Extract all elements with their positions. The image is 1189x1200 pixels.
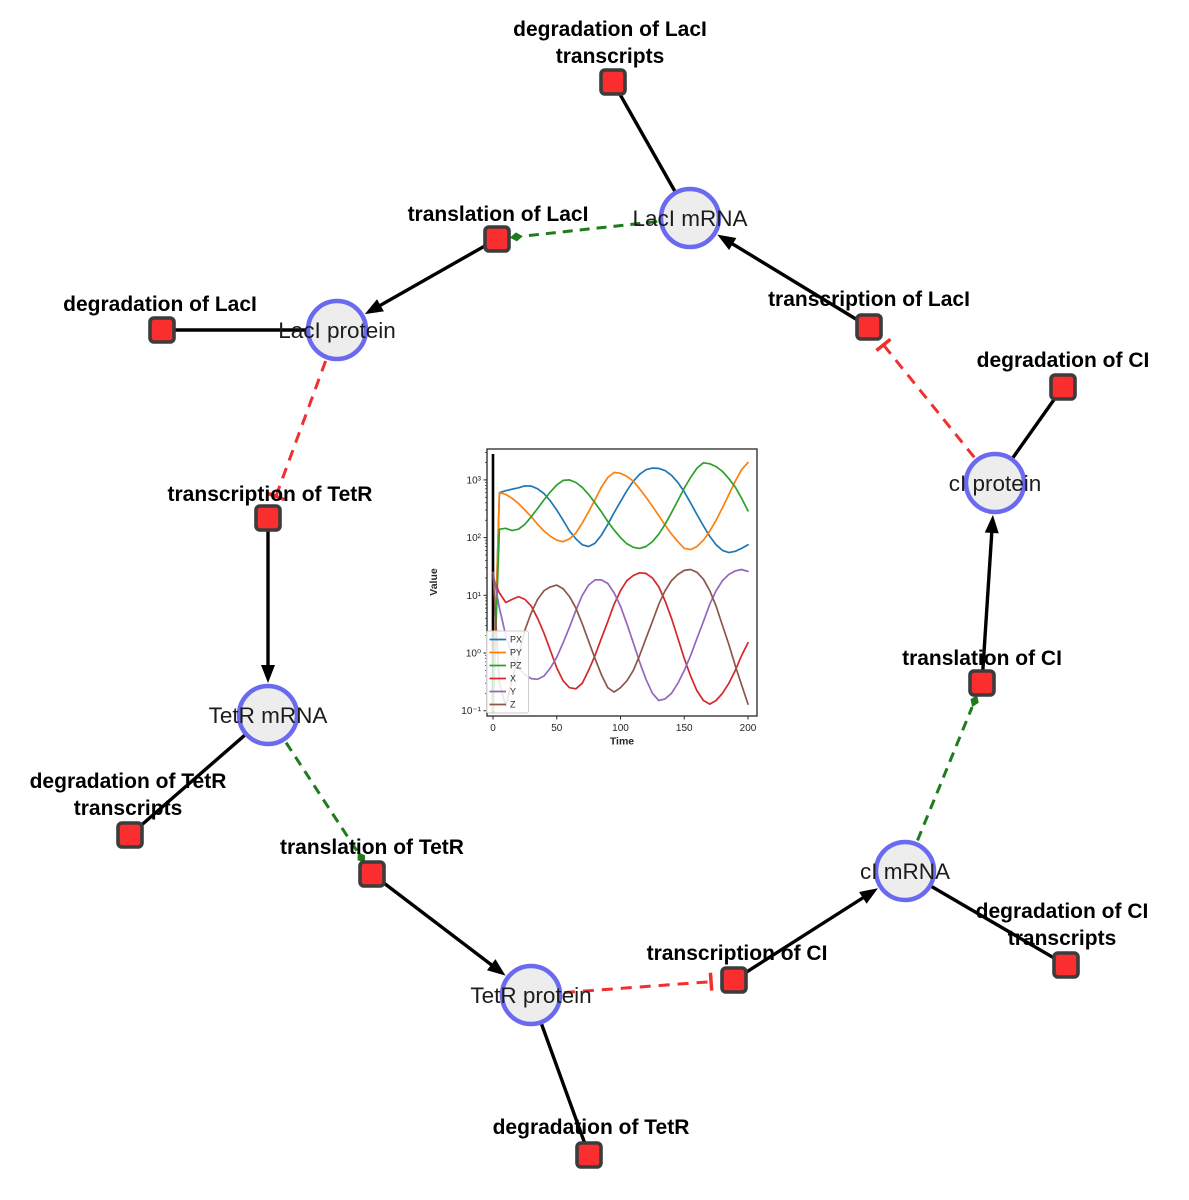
plot-border — [486, 448, 758, 717]
nodes-layer — [116, 68, 1080, 1169]
inset-chart: 10⁻¹ 10⁰ 10¹ 10² 10³ 0 50 100 150 200 Time Value PX P… — [428, 448, 758, 748]
species-node-ci_protein[interactable] — [963, 451, 1027, 515]
legend-label-PX: PX — [510, 635, 522, 645]
species-label-tetr_mrna: TetR mRNA — [209, 703, 328, 728]
legend-label-Y: Y — [510, 687, 516, 697]
x-axis-label: Time — [610, 736, 634, 748]
legend-label-PY: PY — [510, 648, 522, 658]
species-node-tetr_protein[interactable] — [499, 963, 563, 1027]
x-tick-label: 200 — [740, 723, 757, 734]
reaction-label-txn_laci: transcription of LacI — [768, 288, 970, 311]
x-tick-label: 50 — [551, 723, 563, 734]
reaction-label-deg_tetr: degradation of TetR — [493, 1116, 690, 1139]
series-PZ — [492, 461, 749, 712]
edge-e14-catalysis — [916, 706, 974, 842]
species-node-ci_mrna[interactable] — [873, 839, 937, 903]
reaction-label-deg_ci: degradation of CI — [977, 349, 1150, 372]
reaction-node-deg_ci_tx[interactable] — [1052, 951, 1080, 979]
species-label-ci_mrna: cI mRNA — [860, 859, 950, 884]
labels-layer: degradation of LacI transcripts translatio… — [30, 18, 1150, 1139]
y-tick-label: 10⁻¹ — [461, 706, 481, 717]
edge-e16-link — [1010, 395, 1058, 460]
edge-e13-link — [930, 884, 1057, 961]
y-axis-label: Value — [428, 568, 440, 596]
edge-e7-link — [137, 733, 247, 829]
reaction-node-txn_ci[interactable] — [720, 966, 748, 994]
reaction-node-deg_laci[interactable] — [148, 316, 176, 344]
inhibition-bar-e17 — [875, 337, 892, 352]
catalysis-diamond-e2 — [509, 232, 523, 242]
edge-e2-catalysis — [522, 220, 658, 238]
series-X — [492, 571, 749, 705]
reaction-label-transl_ci: translation of CI — [902, 647, 1062, 670]
series-Y — [492, 568, 749, 702]
y-tick-label: 10¹ — [467, 591, 482, 602]
reaction-label-deg_tetr_tx: degradation of TetR — [30, 770, 227, 793]
edge-e18-production — [723, 237, 860, 323]
legend-label-PZ: PZ — [510, 661, 522, 671]
arrowhead-e12 — [859, 888, 879, 904]
species-label-tetr_protein: TetR protein — [470, 983, 591, 1008]
arrowhead-e15 — [984, 514, 999, 534]
arrowhead-e6 — [261, 665, 275, 683]
reaction-node-deg_ci[interactable] — [1049, 373, 1077, 401]
x-tick-label: 100 — [612, 723, 629, 734]
reaction-label-deg_laci: degradation of LacI — [63, 293, 257, 316]
reaction-label-deg_laci_tx: degradation of LacI — [513, 18, 707, 41]
reaction-label-txn_tetr: transcription of TetR — [168, 483, 373, 506]
inhibition-bar-e5 — [266, 491, 285, 502]
reaction-label-deg_tetr_tx: transcripts — [74, 797, 183, 820]
x-tick-label: 150 — [676, 723, 693, 734]
edge-e11-inhibition — [563, 980, 712, 995]
species-node-tetr_mrna[interactable] — [236, 683, 300, 747]
species-label-laci_protein: LacI protein — [278, 318, 396, 343]
legend-label-X: X — [510, 674, 516, 684]
edge-e17-inhibition — [882, 343, 976, 459]
series-Z — [492, 568, 749, 707]
legend-label-Z: Z — [510, 700, 516, 710]
edge-e5-inhibition — [274, 360, 328, 497]
y-tick-label: 10³ — [467, 475, 482, 486]
reaction-label-transl_laci: translation of LacI — [408, 203, 589, 226]
arrowhead-e9 — [486, 959, 506, 976]
species-label-laci_mrna: LacI mRNA — [632, 206, 747, 231]
reaction-node-deg_tetr[interactable] — [575, 1141, 603, 1169]
edge-e15-production — [981, 522, 995, 672]
reaction-node-transl_tetr[interactable] — [358, 860, 386, 888]
species-node-laci_protein[interactable] — [305, 298, 369, 362]
species-node-laci_mrna[interactable] — [658, 186, 722, 250]
edge-e1-link — [617, 91, 677, 193]
arrowhead-e3 — [364, 299, 384, 315]
reaction-node-deg_laci_tx[interactable] — [599, 68, 627, 96]
reaction-label-deg_ci_tx: transcripts — [1008, 927, 1117, 950]
species-label-ci_protein: cI protein — [949, 471, 1042, 496]
reaction-node-transl_ci[interactable] — [968, 669, 996, 697]
edge-e9-production — [380, 879, 501, 973]
reaction-label-transl_tetr: translation of TetR — [280, 836, 464, 859]
y-tick-label: 10² — [467, 533, 482, 544]
reaction-label-deg_laci_tx: transcripts — [556, 45, 665, 68]
series-PY — [492, 461, 749, 712]
reaction-label-deg_ci_tx: degradation of CI — [976, 900, 1149, 923]
y-tick-label: 10⁰ — [466, 649, 481, 660]
reaction-node-transl_laci[interactable] — [483, 225, 511, 253]
edge-e10-link — [539, 1022, 587, 1145]
x-tick-label: 0 — [490, 723, 496, 734]
series-PX — [492, 467, 749, 712]
edges-layer — [137, 91, 1058, 1145]
reaction-node-txn_laci[interactable] — [855, 313, 883, 341]
arrowhead-e18 — [717, 234, 737, 250]
reaction-node-deg_tetr_tx[interactable] — [116, 821, 144, 849]
plot-background — [487, 449, 757, 716]
legend-box — [486, 630, 529, 714]
catalysis-diamond-e14 — [970, 695, 979, 708]
reaction-label-txn_ci: transcription of CI — [647, 942, 828, 965]
reaction-node-txn_tetr[interactable] — [254, 504, 282, 532]
edge-e12-production — [743, 891, 873, 975]
inhibition-bar-e11 — [708, 972, 714, 991]
edge-e3-production — [370, 243, 488, 312]
edge-e8-catalysis — [284, 741, 360, 854]
